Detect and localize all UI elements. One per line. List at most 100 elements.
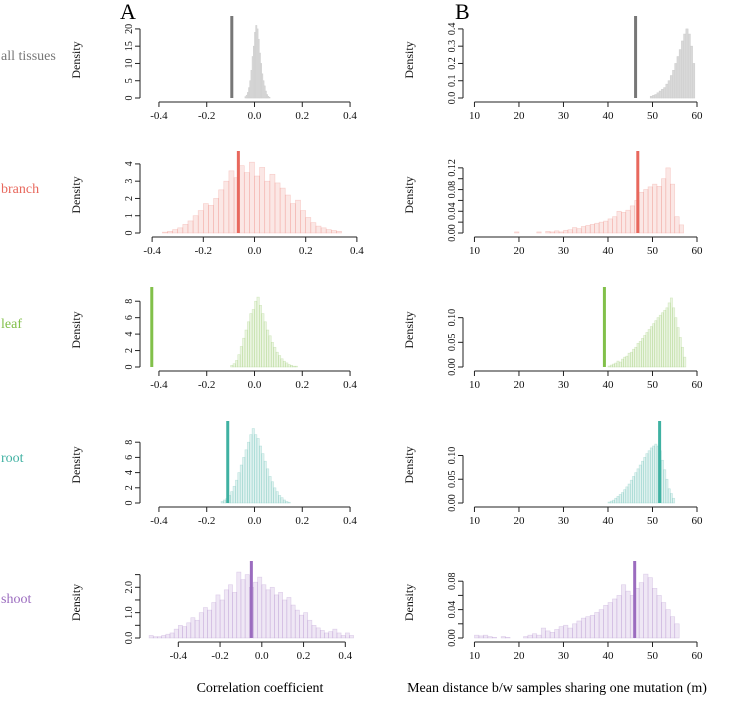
histogram-bar xyxy=(230,365,234,368)
x-tick-label: 40 xyxy=(602,379,614,391)
histogram-bar xyxy=(247,321,251,368)
y-axis-label: Density xyxy=(402,176,416,213)
x-tick-label: 10 xyxy=(469,110,481,122)
histogram-bar xyxy=(263,460,267,504)
histogram-bar xyxy=(228,584,233,639)
histogram-bar xyxy=(284,194,291,234)
histogram-bar xyxy=(268,97,271,99)
histogram-bar xyxy=(612,499,615,504)
histogram-panel-b-root: 10 20 30 40 50 60 0.00 0.05 0.10 Density xyxy=(402,421,703,527)
histogram-bar xyxy=(157,636,162,639)
y-tick-label: 0.05 xyxy=(447,471,458,489)
y-tick-label: 1 xyxy=(124,213,135,218)
y-tick-label: 2 xyxy=(124,485,135,490)
histogram-bar xyxy=(625,355,629,368)
histogram-bar xyxy=(274,594,279,639)
y-tick-label: 0.04 xyxy=(447,601,458,619)
x-tick-label: -0.4 xyxy=(150,110,168,122)
histogram-bar xyxy=(203,607,208,639)
histogram-bar xyxy=(609,500,613,504)
histogram-bar xyxy=(681,40,684,99)
y-axis-label: Density xyxy=(69,176,83,213)
histogram-bar xyxy=(251,428,255,504)
histogram-bar xyxy=(290,203,296,234)
histogram-bar xyxy=(594,222,600,234)
y-tick-label: 4 xyxy=(124,332,135,337)
histogram-bar xyxy=(576,228,582,234)
histogram-panel-a-branch: -0.4 -0.2 0.0 0.2 0.4 0 1 2 3 4 Density branch xyxy=(1,151,364,257)
histogram-bar xyxy=(649,326,653,368)
histogram-panel-a-all: -0.4 -0.2 0.0 0.2 0.4 0 5 10 15 20 Density all tiss… xyxy=(1,16,357,122)
histogram-bar xyxy=(692,63,696,99)
histogram-bar xyxy=(632,476,635,504)
histogram-bar xyxy=(177,227,184,234)
histogram-bar xyxy=(203,203,209,234)
histogram-bar xyxy=(239,346,243,368)
histogram-bar xyxy=(629,205,635,234)
histogram-bar xyxy=(638,341,642,368)
histogram-bar xyxy=(656,317,660,368)
y-tick-label: 0.1 xyxy=(447,74,458,87)
histogram-bar xyxy=(282,599,288,639)
x-tick-label: -0.2 xyxy=(198,515,215,527)
histogram-bar xyxy=(275,351,279,368)
histogram-bar xyxy=(598,221,604,234)
histogram-bar xyxy=(667,80,671,99)
histogram-bar xyxy=(207,609,212,639)
histogram-bar xyxy=(654,443,658,504)
x-tick-label: 30 xyxy=(558,245,570,257)
histogram-bar xyxy=(669,297,673,368)
histogram-bar xyxy=(258,305,262,368)
histogram-bar xyxy=(332,628,338,639)
histogram-bar xyxy=(290,604,296,639)
histogram-panel-b-branch: 10 20 30 40 50 60 0.00 0.04 0.08 0.12 Density xyxy=(402,151,703,257)
histogram-bar xyxy=(687,33,691,99)
histogram-bar xyxy=(558,231,564,234)
histogram-bar xyxy=(609,364,613,368)
x-tick-label: 0.0 xyxy=(248,245,262,257)
histogram-bar xyxy=(669,75,673,99)
histogram-bar xyxy=(218,189,225,234)
histogram-bar xyxy=(621,358,624,368)
x-tick-label: 20 xyxy=(513,379,525,391)
x-tick-label: 0.0 xyxy=(248,515,262,527)
histogram-bar xyxy=(589,224,595,234)
y-tick-label: 8 xyxy=(124,440,135,445)
x-tick-label: 10 xyxy=(469,245,481,257)
y-tick-label: 8 xyxy=(124,299,135,304)
histogram-bar xyxy=(647,577,653,639)
x-tick-label: 0.2 xyxy=(297,650,311,662)
histogram-bar xyxy=(173,628,179,639)
x-tick-label: 20 xyxy=(513,110,525,122)
histogram-bar xyxy=(254,300,258,368)
histogram-bar xyxy=(661,459,664,504)
y-tick-label: 10 xyxy=(124,58,135,68)
histogram-bar xyxy=(616,496,620,504)
histogram-bar xyxy=(545,630,551,639)
histogram-bar xyxy=(232,485,236,504)
histogram-bar xyxy=(683,356,687,368)
y-tick-label: 0 xyxy=(124,501,135,506)
y-tick-label: 0.10 xyxy=(447,447,458,465)
histogram-bar xyxy=(257,576,263,639)
histogram-bar xyxy=(636,468,640,504)
histogram-bar xyxy=(661,89,664,99)
histogram-bar xyxy=(654,320,658,368)
histogram-bar xyxy=(649,447,653,504)
histogram-bar xyxy=(532,633,538,639)
histogram-bar xyxy=(607,218,613,234)
histogram-bar xyxy=(656,595,662,639)
histogram-bar xyxy=(627,352,631,368)
histogram-bar xyxy=(190,617,196,639)
histogram-bar xyxy=(654,94,658,99)
histogram-bar xyxy=(244,574,250,639)
x-tick-label: 0.2 xyxy=(295,515,309,527)
x-tick-label: 30 xyxy=(558,650,570,662)
x-tick-label: 20 xyxy=(513,515,525,527)
y-tick-label: 0.2 xyxy=(447,57,458,70)
y-tick-label: 0.10 xyxy=(447,309,458,327)
histogram-bar xyxy=(634,346,638,368)
x-tick-label: 40 xyxy=(602,515,614,527)
